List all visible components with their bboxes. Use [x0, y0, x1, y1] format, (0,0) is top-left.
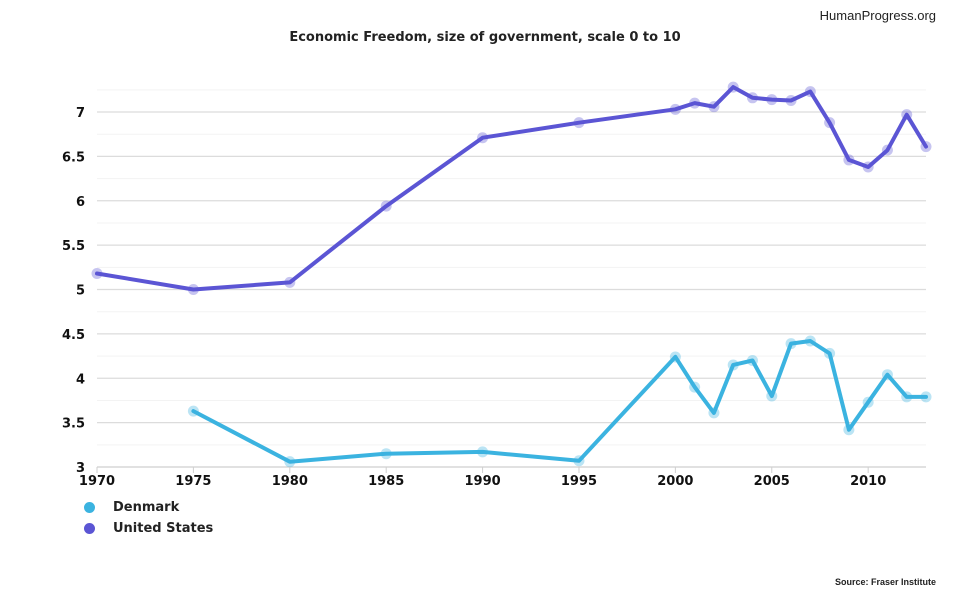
- data-point-denmark[interactable]: [187, 405, 199, 417]
- legend-item-united-states[interactable]: United States: [82, 518, 213, 539]
- data-point-denmark[interactable]: [689, 381, 701, 393]
- data-point-united-states[interactable]: [284, 276, 296, 288]
- data-point-united-states[interactable]: [380, 200, 392, 212]
- x-tick-label: 1970: [79, 474, 115, 489]
- x-tick-label: 1985: [368, 474, 404, 489]
- x-tick-label: 1980: [272, 474, 308, 489]
- x-tick-label: 2005: [754, 474, 790, 489]
- data-point-denmark[interactable]: [901, 391, 913, 403]
- y-tick-label: 6.5: [62, 150, 85, 165]
- data-point-denmark[interactable]: [573, 455, 585, 467]
- series-line-united-states: [95, 85, 928, 292]
- data-point-denmark[interactable]: [284, 456, 296, 468]
- data-point-denmark[interactable]: [380, 448, 392, 460]
- y-axis: 3 3.5 4 4.5 5 5.5 6 6.5 7: [62, 106, 85, 476]
- data-point-united-states[interactable]: [881, 144, 893, 156]
- legend-marker-united-states: [84, 523, 95, 534]
- data-point-united-states[interactable]: [573, 117, 585, 129]
- data-point-denmark[interactable]: [727, 359, 739, 371]
- x-tick-label: 1995: [561, 474, 597, 489]
- x-tick-label: 2010: [850, 474, 886, 489]
- data-point-united-states[interactable]: [689, 97, 701, 109]
- data-point-united-states[interactable]: [785, 94, 797, 106]
- legend-marker-denmark: [84, 502, 95, 513]
- data-point-united-states[interactable]: [824, 117, 836, 129]
- chart-title: Economic Freedom, size of government, sc…: [289, 30, 681, 45]
- source-label: Source: Fraser Institute: [834, 577, 936, 587]
- data-point-denmark[interactable]: [824, 347, 836, 359]
- x-tick-label: 1975: [175, 474, 211, 489]
- data-point-denmark[interactable]: [669, 351, 681, 363]
- y-tick-label: 6: [76, 195, 85, 210]
- data-point-united-states[interactable]: [901, 109, 913, 121]
- gridlines: [97, 89, 926, 468]
- series-points: [91, 81, 932, 468]
- data-point-denmark[interactable]: [881, 369, 893, 381]
- y-tick-label: 3.5: [62, 417, 85, 432]
- legend-label: United States: [113, 521, 214, 536]
- legend: Denmark United States: [82, 497, 213, 539]
- series-lines: [95, 85, 928, 464]
- y-tick-label: 7: [76, 106, 85, 121]
- data-point-denmark[interactable]: [746, 355, 758, 366]
- data-point-denmark[interactable]: [843, 424, 855, 436]
- y-tick-label: 5.5: [62, 239, 85, 254]
- data-point-united-states[interactable]: [477, 132, 489, 144]
- brand-label[interactable]: HumanProgress.org: [819, 8, 936, 23]
- data-point-denmark[interactable]: [862, 396, 874, 408]
- y-tick-label: 4: [76, 372, 85, 387]
- data-point-denmark[interactable]: [804, 335, 816, 347]
- data-point-united-states[interactable]: [746, 92, 758, 104]
- data-point-united-states[interactable]: [187, 284, 199, 295]
- data-point-united-states[interactable]: [708, 101, 720, 113]
- x-tick-label: 1990: [464, 474, 500, 489]
- data-point-united-states[interactable]: [669, 103, 681, 115]
- data-point-united-states[interactable]: [804, 86, 816, 98]
- data-point-denmark[interactable]: [920, 391, 932, 403]
- y-tick-label: 4.5: [62, 328, 85, 343]
- data-point-united-states[interactable]: [862, 161, 874, 173]
- data-point-denmark[interactable]: [477, 446, 489, 458]
- legend-item-denmark[interactable]: Denmark: [82, 497, 213, 518]
- data-point-united-states[interactable]: [727, 81, 739, 93]
- y-tick-label: 3: [76, 461, 85, 476]
- data-point-united-states[interactable]: [843, 154, 855, 166]
- data-point-denmark[interactable]: [708, 407, 720, 419]
- data-point-denmark[interactable]: [766, 390, 778, 402]
- data-point-united-states[interactable]: [91, 268, 103, 280]
- y-tick-label: 5: [76, 284, 85, 299]
- data-point-united-states[interactable]: [766, 94, 778, 106]
- data-point-denmark[interactable]: [785, 338, 797, 350]
- x-axis: 1970 1975 1980 1985 1990 1995 2000 2005 2010: [79, 467, 886, 489]
- legend-label: Denmark: [113, 500, 180, 515]
- x-tick-label: 2000: [657, 474, 693, 489]
- data-point-united-states[interactable]: [920, 141, 932, 153]
- series-line-denmark: [191, 339, 928, 464]
